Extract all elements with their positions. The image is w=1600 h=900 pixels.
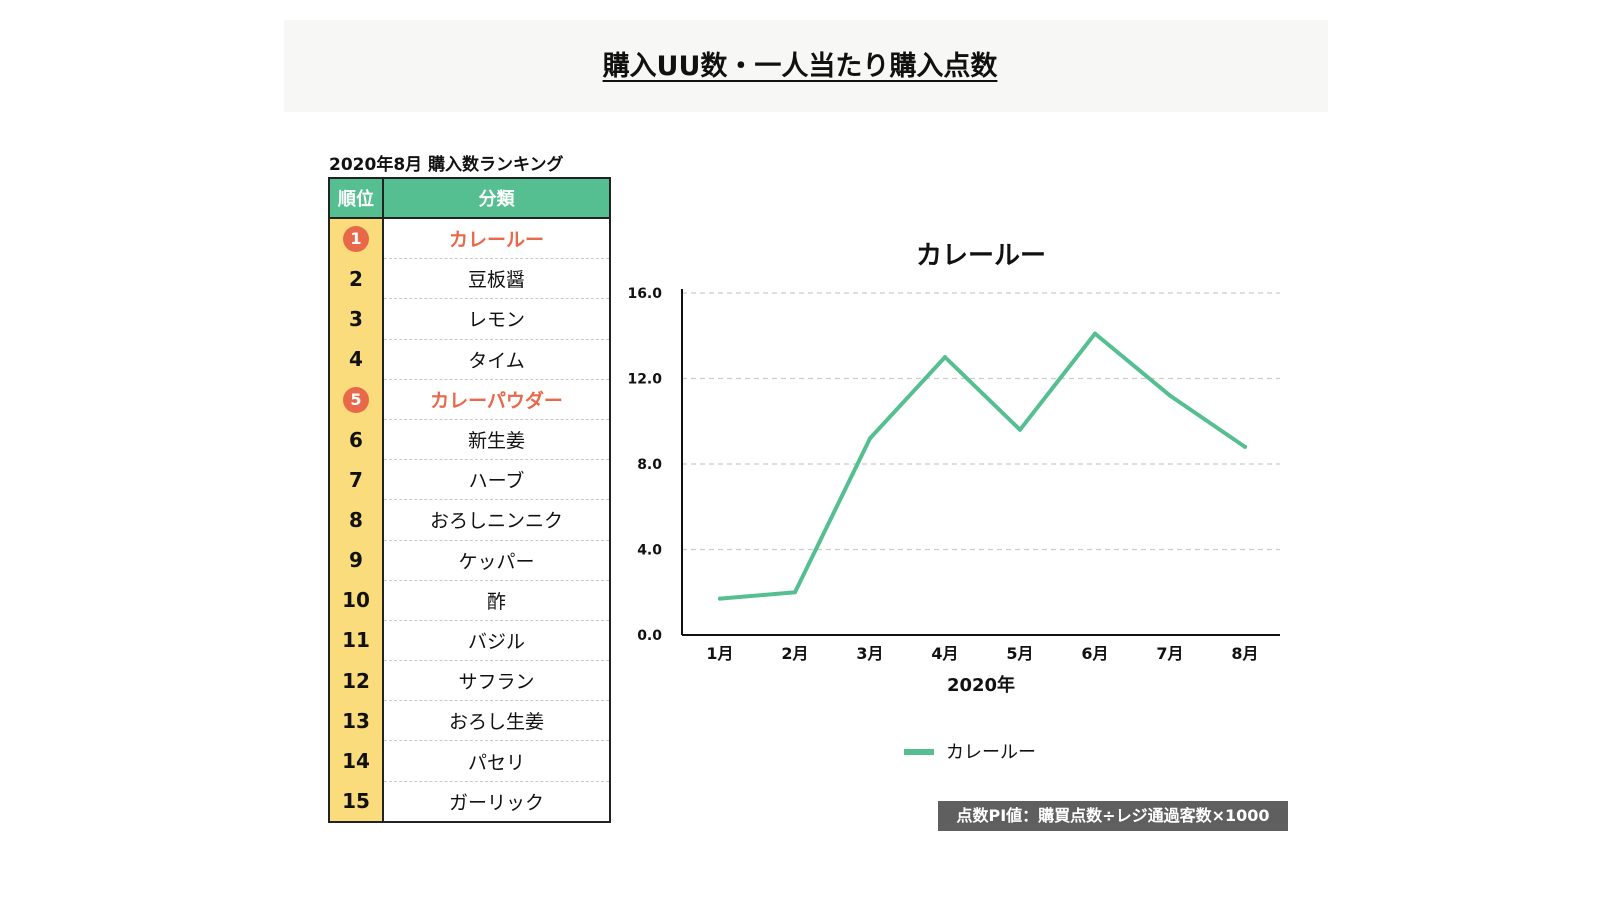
y-tick-label: 0.0 <box>637 628 662 644</box>
table-row: 6 新生姜 <box>329 419 610 461</box>
data-point <box>1093 331 1097 336</box>
x-tick-label: 6月 <box>1081 644 1108 663</box>
table-row: 11 バジル <box>329 620 610 662</box>
rank-cell: 13 <box>329 700 384 741</box>
chart-title: カレールー <box>916 241 1046 271</box>
category-cell: ハーブ <box>383 459 610 501</box>
legend-label: カレールー <box>946 742 1036 763</box>
y-tick-label: 12.0 <box>627 372 662 388</box>
rank-cell: 11 <box>329 620 384 661</box>
rank-cell: 15 <box>329 781 384 822</box>
data-point <box>868 436 872 441</box>
rank-cell: 5 <box>329 379 384 420</box>
category-cell: 酢 <box>383 580 610 621</box>
rank-number: 12 <box>342 668 370 693</box>
rank-cell: 7 <box>329 459 384 500</box>
table-row: 5 カレーパウダー <box>329 379 610 420</box>
table-row: 9 ケッパー <box>329 540 610 581</box>
category-cell: パセリ <box>383 740 610 782</box>
category-cell: 新生姜 <box>383 419 610 461</box>
ranking-body: 1 カレールー 2 豆板醤 3 レモン 4 タイム 5 カレーパウダー 6 新生姜 7 ハーブ 8 おろしニン… <box>329 218 610 822</box>
rank-cell: 8 <box>329 499 384 540</box>
rank-cell: 14 <box>329 740 384 782</box>
rank-number: 7 <box>349 467 363 492</box>
y-tick-label: 4.0 <box>637 543 662 559</box>
rank-badge: 5 <box>343 386 369 413</box>
category-cell: バジル <box>383 620 610 662</box>
rank-number: 11 <box>342 628 370 653</box>
rank-number: 15 <box>342 788 370 813</box>
category-cell: サフラン <box>383 660 610 702</box>
x-tick-label: 7月 <box>1156 644 1183 663</box>
rank-cell: 6 <box>329 419 384 460</box>
table-row: 13 おろし生姜 <box>329 700 610 742</box>
x-tick-label: 4月 <box>931 644 958 663</box>
page-title: 購入UU数・一人当たり購入点数 <box>602 51 998 82</box>
title-band <box>284 20 1328 112</box>
table-row: 2 豆板醤 <box>329 258 610 300</box>
table-row: 10 酢 <box>329 580 610 621</box>
rank-number: 9 <box>349 548 363 573</box>
y-tick-label: 8.0 <box>637 457 662 473</box>
table-row: 1 カレールー <box>329 218 610 260</box>
ranking-caption: 2020年8月 購入数ランキング <box>329 155 564 175</box>
ranking-table: 順位 分類 1 カレールー 2 豆板醤 3 レモン 4 タイム 5 カレーパウダー 6 新生姜 7 ハーブ… <box>328 177 611 823</box>
table-row: 3 レモン <box>329 298 610 340</box>
data-point <box>1243 444 1247 449</box>
rank-number: 6 <box>349 427 363 452</box>
rank-number: 3 <box>349 306 363 331</box>
rank-cell: 3 <box>329 298 384 340</box>
table-row: 12 サフラン <box>329 660 610 702</box>
category-cell: カレールー <box>383 218 610 260</box>
table-row: 4 タイム <box>329 339 610 380</box>
category-cell: 豆板醤 <box>383 258 610 300</box>
rank-badge: 1 <box>343 226 369 253</box>
line-chart: カレールー 0.0 4.0 8.0 12.0 16.0 1月 2月 3月 4月 5月 6月 7月 8月 20… <box>627 241 1280 763</box>
rank-cell: 1 <box>329 218 384 259</box>
rank-cell: 4 <box>329 339 384 380</box>
category-cell: タイム <box>383 339 610 380</box>
rank-number: 10 <box>342 588 370 613</box>
table-row: 7 ハーブ <box>329 459 610 501</box>
rank-cell: 10 <box>329 580 384 621</box>
data-point <box>943 355 947 360</box>
data-point <box>1168 393 1172 398</box>
y-tick-label: 16.0 <box>627 286 662 302</box>
x-tick-label: 1月 <box>706 644 733 663</box>
rank-number: 2 <box>349 266 363 291</box>
category-cell: レモン <box>383 298 610 340</box>
table-row: 15 ガーリック <box>329 781 610 822</box>
data-point <box>1018 427 1022 432</box>
footnote: 点数PI値：購買点数÷レジ通過客数×1000 <box>938 801 1288 831</box>
x-tick-label: 8月 <box>1231 644 1258 663</box>
series-line <box>718 331 1247 601</box>
x-tick-label: 5月 <box>1006 644 1033 663</box>
x-tick-label: 3月 <box>856 644 883 663</box>
data-point <box>793 590 797 595</box>
rank-number: 13 <box>342 708 370 733</box>
rank-number: 4 <box>349 347 363 372</box>
category-cell: ガーリック <box>448 791 544 814</box>
category-column-header: 分類 <box>383 178 610 219</box>
rank-cell: 12 <box>329 660 384 701</box>
x-tick-label: 2月 <box>781 644 808 663</box>
category-cell: おろしニンニク <box>383 499 610 541</box>
category-cell: カレーパウダー <box>383 379 610 420</box>
rank-number: 14 <box>342 749 370 774</box>
table-row: 14 パセリ <box>329 740 610 782</box>
rank-cell: 9 <box>329 540 384 581</box>
table-row: 8 おろしニンニク <box>329 499 610 541</box>
data-point <box>718 596 722 601</box>
rank-number: 8 <box>349 507 363 532</box>
x-axis-label: 2020年 <box>947 674 1015 696</box>
rank-column-header: 順位 <box>329 178 384 219</box>
category-cell: おろし生姜 <box>383 700 610 742</box>
rank-cell: 2 <box>329 258 384 299</box>
category-cell: ケッパー <box>383 540 610 581</box>
ranking-header-row: 順位 分類 <box>329 178 610 219</box>
